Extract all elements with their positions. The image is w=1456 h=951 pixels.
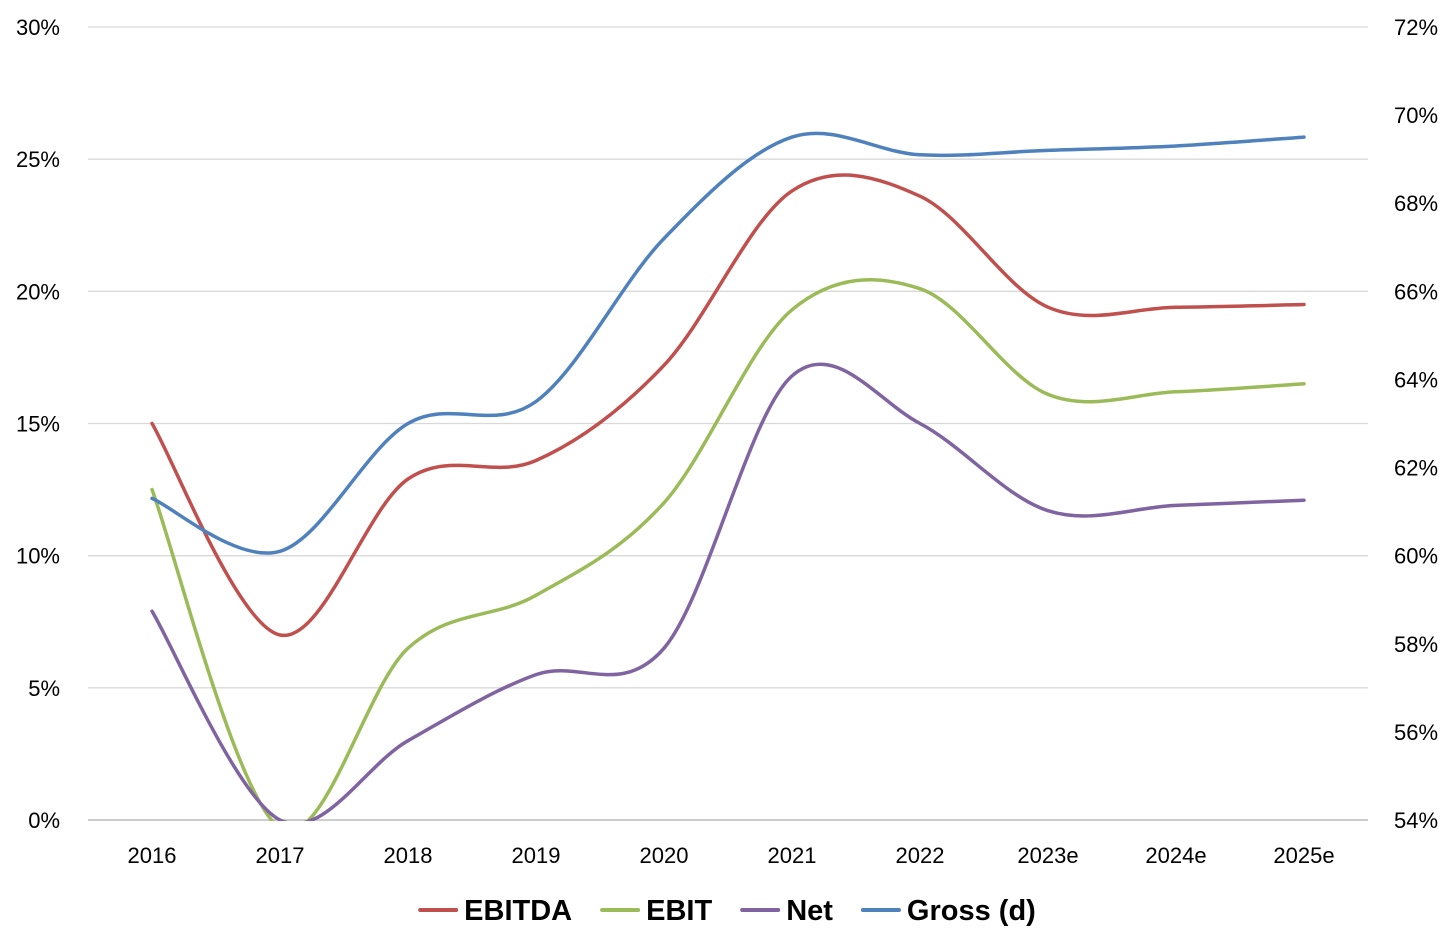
gridlines	[88, 26, 1368, 821]
x-tick-label: 2022	[896, 843, 945, 868]
x-tick-label: 2024e	[1145, 843, 1206, 868]
right-tick-label: 54%	[1394, 808, 1438, 833]
right-tick-label: 72%	[1394, 15, 1438, 40]
x-tick-label: 2016	[128, 843, 177, 868]
left-axis-ticks: 0% 5% 10% 15% 20% 25% 30%	[16, 15, 60, 833]
legend-label: EBIT	[646, 895, 712, 927]
series-line-gross-d	[150, 131, 1306, 555]
left-tick-label: 15%	[16, 412, 60, 437]
right-tick-label: 64%	[1394, 367, 1438, 392]
x-axis-ticks: 2016 2017 2018 2019 2020 2021 2022 2023e 2024e 20…	[128, 843, 1335, 868]
right-tick-label: 68%	[1394, 191, 1438, 216]
x-tick-label: 2021	[768, 843, 817, 868]
right-axis-ticks: 54% 56% 58% 60% 62% 64% 66% 68% 70% 72%	[1394, 15, 1438, 833]
x-tick-label: 2017	[256, 843, 305, 868]
right-tick-label: 62%	[1394, 456, 1438, 481]
x-tick-label: 2023e	[1017, 843, 1078, 868]
legend-label: Net	[786, 895, 833, 927]
legend-label: EBITDA	[464, 895, 572, 927]
series-line-net	[150, 362, 1306, 821]
left-tick-label: 0%	[28, 808, 60, 833]
right-tick-label: 70%	[1394, 103, 1438, 128]
x-tick-label: 2019	[512, 843, 561, 868]
series-line-ebitda	[150, 173, 1306, 637]
left-tick-label: 10%	[16, 544, 60, 569]
right-tick-label: 56%	[1394, 720, 1438, 745]
legend: EBITDA EBIT Net Gross (d)	[418, 895, 1036, 927]
left-tick-label: 20%	[16, 279, 60, 304]
left-tick-label: 5%	[28, 676, 60, 701]
series-line-ebit	[150, 278, 1306, 821]
x-tick-label: 2020	[640, 843, 689, 868]
legend-label: Gross (d)	[907, 895, 1036, 927]
series-lines	[150, 131, 1306, 821]
x-tick-label: 2025e	[1273, 843, 1334, 868]
left-tick-label: 30%	[16, 15, 60, 40]
right-tick-label: 66%	[1394, 279, 1438, 304]
right-tick-label: 60%	[1394, 544, 1438, 569]
x-tick-label: 2018	[384, 843, 433, 868]
right-tick-label: 58%	[1394, 632, 1438, 657]
left-tick-label: 25%	[16, 147, 60, 172]
